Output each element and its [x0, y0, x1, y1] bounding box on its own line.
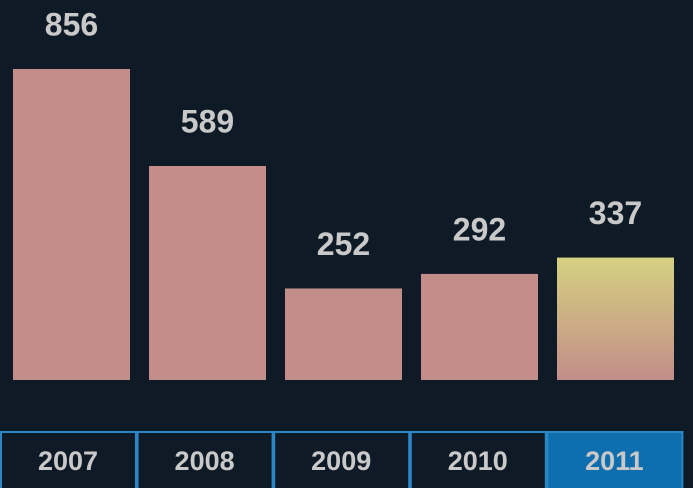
year-tab-label[interactable]: 2008 [175, 446, 235, 476]
year-tab-label[interactable]: 2007 [38, 446, 98, 476]
bar [13, 69, 130, 380]
year-tab[interactable] [546, 431, 684, 488]
bar [149, 166, 266, 380]
year-tab-label[interactable]: 2009 [311, 446, 371, 476]
value-label: 252 [317, 226, 370, 262]
year-tab[interactable] [273, 431, 411, 488]
bar [421, 273, 538, 380]
bar [285, 288, 402, 380]
value-label: 292 [453, 211, 506, 247]
year-tab[interactable] [136, 431, 274, 488]
value-label: 337 [589, 195, 642, 231]
value-label: 589 [181, 103, 234, 139]
year-tab-label[interactable]: 2010 [448, 446, 508, 476]
year-tab[interactable] [0, 431, 137, 488]
year-tab-label[interactable]: 2011 [585, 446, 644, 476]
year-tab[interactable] [409, 431, 547, 488]
bar [557, 257, 674, 380]
value-label: 856 [45, 6, 98, 42]
